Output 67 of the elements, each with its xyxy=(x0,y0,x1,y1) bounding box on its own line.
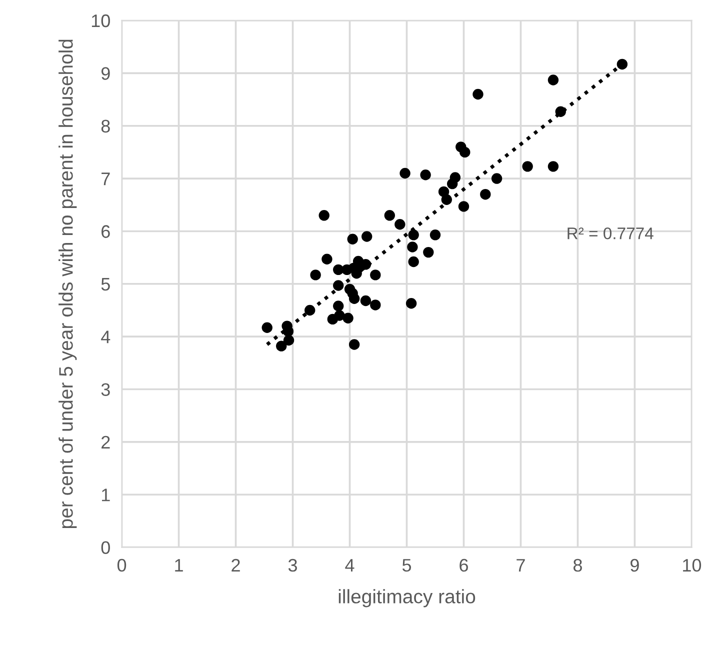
y-tick-label: 6 xyxy=(102,225,110,238)
point xyxy=(276,340,287,352)
x-tick-label: 1 xyxy=(175,559,183,572)
point xyxy=(555,106,566,117)
point xyxy=(458,201,470,212)
point xyxy=(370,270,381,280)
point xyxy=(370,300,381,310)
point xyxy=(333,280,344,291)
y-axis-title: per cent of under 5 year olds with no parent in household xyxy=(58,40,77,528)
point xyxy=(522,161,533,172)
point xyxy=(472,88,484,100)
x-tick-label: 5 xyxy=(402,559,412,572)
y-tick-label: 2 xyxy=(102,436,110,448)
point xyxy=(348,293,360,304)
point xyxy=(460,146,470,158)
point xyxy=(360,295,372,306)
y-tick-label: 5 xyxy=(101,278,110,291)
x-tick-label: 0 xyxy=(117,558,126,572)
x-tick-label: 6 xyxy=(460,558,468,572)
point xyxy=(548,74,559,86)
point xyxy=(262,322,272,333)
x-tick-label: 10 xyxy=(683,558,702,572)
point xyxy=(408,230,419,240)
annotation: R² = 0.7774 xyxy=(568,227,654,240)
y-tick-label: 0 xyxy=(101,541,110,554)
point xyxy=(423,246,434,258)
x-tick-label: 4 xyxy=(345,559,354,572)
point xyxy=(348,339,360,350)
point xyxy=(333,264,344,276)
y-tick-label: 7 xyxy=(102,172,110,186)
point xyxy=(491,173,502,184)
point xyxy=(441,194,452,205)
point xyxy=(304,304,316,316)
point xyxy=(430,230,441,240)
point xyxy=(480,188,491,200)
point xyxy=(616,58,628,70)
point xyxy=(548,161,559,172)
point xyxy=(438,186,450,198)
x-tick-label: 2 xyxy=(232,558,240,572)
point xyxy=(334,310,345,321)
point xyxy=(400,168,410,179)
x-axis-title: illegitimacy ratio xyxy=(338,589,476,608)
y-tick-label: 1 xyxy=(102,488,110,502)
x-tick-label: 8 xyxy=(573,558,582,572)
x-tick-label: 9 xyxy=(630,558,639,572)
point xyxy=(318,210,330,221)
y-tick-label: 4 xyxy=(101,330,110,344)
point xyxy=(394,219,406,230)
point xyxy=(283,334,294,346)
point xyxy=(310,270,321,280)
x-tick-label: 7 xyxy=(516,559,525,572)
point xyxy=(450,172,461,183)
point xyxy=(322,254,332,264)
y-tick-label: 10 xyxy=(92,14,110,28)
y-tick-label: 3 xyxy=(101,383,110,396)
point xyxy=(347,234,358,244)
point xyxy=(384,210,395,221)
point xyxy=(406,298,417,309)
point xyxy=(407,242,418,252)
point xyxy=(361,231,372,242)
point xyxy=(342,312,354,324)
x-tick-label: 3 xyxy=(288,558,297,572)
point xyxy=(408,256,419,268)
y-tick-label: 8 xyxy=(101,120,110,133)
point xyxy=(333,300,344,312)
y-tick-label: 9 xyxy=(101,67,110,80)
point xyxy=(420,169,431,180)
